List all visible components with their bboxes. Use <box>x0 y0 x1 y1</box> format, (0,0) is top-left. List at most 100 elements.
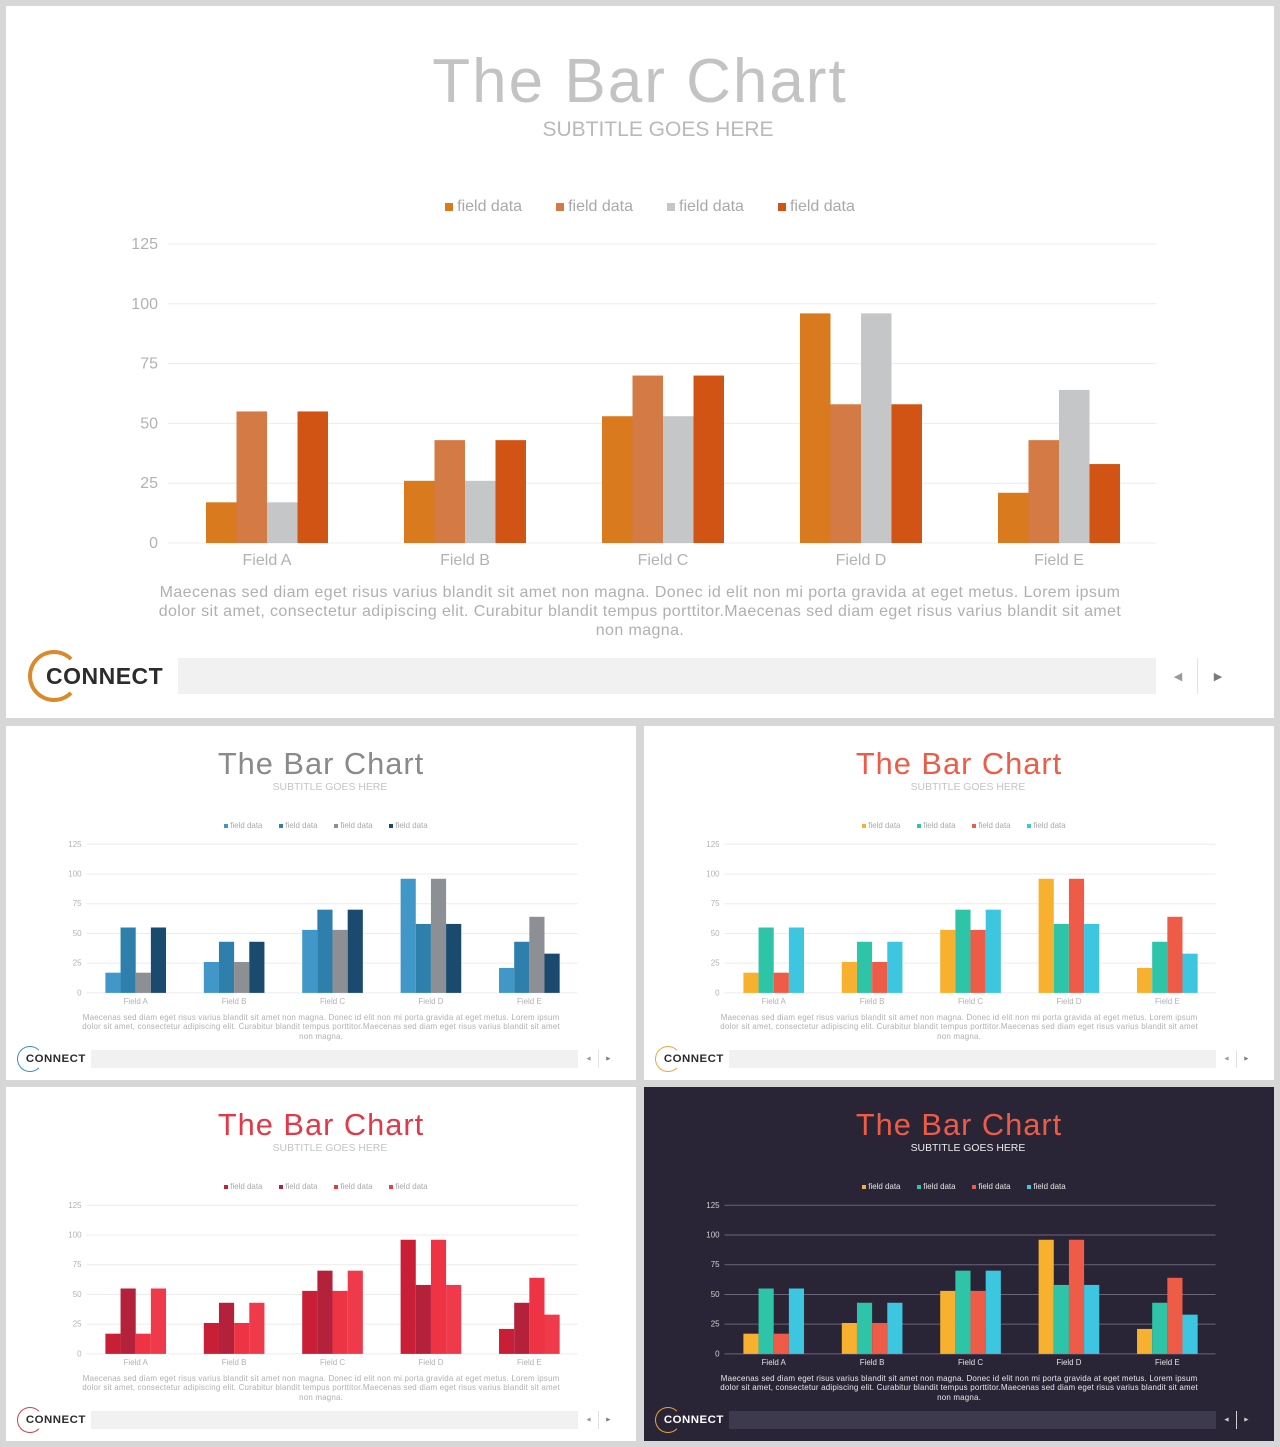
bar <box>544 953 560 993</box>
slide-subtitle: SUBTITLE GOES HERE <box>542 118 774 141</box>
y-tick-label: 50 <box>140 415 158 432</box>
bar <box>446 923 462 993</box>
footer-bar <box>729 1050 1216 1068</box>
y-tick-label: 0 <box>715 1349 720 1358</box>
prev-slide-button[interactable]: ◀ <box>586 1055 591 1062</box>
bar <box>1053 923 1069 993</box>
bar <box>1068 1239 1085 1354</box>
logo-text: CONNECT <box>25 1413 86 1426</box>
y-tick-label: 25 <box>140 475 158 492</box>
bar <box>1059 389 1090 543</box>
bar <box>544 1314 560 1354</box>
bar <box>120 1288 136 1354</box>
bar <box>891 404 922 543</box>
bar <box>841 1322 857 1354</box>
legend-swatch <box>917 823 922 828</box>
legend-swatch <box>777 203 786 211</box>
prev-slide-button[interactable]: ◀ <box>1224 1055 1229 1062</box>
bar <box>985 1270 1001 1354</box>
chart-legend: field data field data field data field data <box>6 198 1274 216</box>
bar <box>985 909 1001 993</box>
x-category-label: Field E <box>517 997 542 1006</box>
legend-item: field data <box>556 198 633 216</box>
bar <box>514 1302 530 1354</box>
bar <box>404 480 435 543</box>
bar <box>861 313 892 543</box>
chart-legend: field data field data field data field data <box>644 1182 1274 1191</box>
bar <box>249 1302 265 1354</box>
next-slide-button[interactable]: ▶ <box>1244 1055 1249 1062</box>
x-category-label: Field B <box>860 997 885 1006</box>
bar <box>940 929 956 993</box>
legend-swatch <box>279 1184 284 1189</box>
connect-logo: CONNECT <box>16 1407 86 1433</box>
bar <box>218 1302 235 1354</box>
slide-title: The Bar Chart <box>855 1106 1063 1142</box>
bar <box>150 927 167 993</box>
legend-label: field data <box>978 1182 1011 1192</box>
nav-separator <box>1235 1411 1237 1429</box>
slide-2[interactable]: The Bar Chart SUBTITLE GOES HERE field dat… <box>6 726 636 1080</box>
bar <box>856 941 873 993</box>
prev-slide-button[interactable]: ◀ <box>586 1416 591 1423</box>
slide-subtitle: SUBTITLE GOES HERE <box>910 1142 1026 1154</box>
bar <box>632 375 663 543</box>
logo-ring-icon <box>28 650 80 702</box>
legend-item: field data <box>445 198 522 216</box>
legend-item: field data <box>777 198 855 216</box>
legend-swatch <box>224 823 229 828</box>
slide-4[interactable]: The Bar Chart SUBTITLE GOES HERE field dat… <box>6 1087 636 1441</box>
bar <box>773 1333 789 1354</box>
bar <box>267 502 298 543</box>
bar <box>203 961 219 993</box>
prev-slide-button[interactable]: ◀ <box>1224 1416 1229 1423</box>
legend-label: field data <box>978 821 1011 831</box>
next-slide-button[interactable]: ▶ <box>1213 670 1223 683</box>
legend-item: field data <box>972 1182 1011 1192</box>
bar <box>218 941 235 993</box>
legend-swatch <box>917 1184 922 1189</box>
slide-1[interactable]: The Bar Chart SUBTITLE GOES HERE field dat… <box>6 6 1274 718</box>
y-tick-label: 25 <box>711 1320 720 1329</box>
bar <box>940 1290 956 1354</box>
bar <box>120 927 136 993</box>
legend-label: field data <box>395 1182 428 1192</box>
legend-label: field data <box>395 821 428 831</box>
bar <box>430 878 447 993</box>
slide-title: The Bar Chart <box>217 1106 425 1142</box>
x-category-label: Field D <box>1056 1358 1081 1367</box>
bar <box>1068 878 1085 993</box>
bar <box>234 961 250 993</box>
x-category-label: Field A <box>124 1358 149 1367</box>
next-slide-button[interactable]: ▶ <box>606 1055 611 1062</box>
footer-bar <box>91 1411 578 1429</box>
bar <box>430 1239 447 1354</box>
x-category-label: Field A <box>762 1358 787 1367</box>
slide-5[interactable]: The Bar Chart SUBTITLE GOES HERE field dat… <box>644 1087 1274 1441</box>
bar-chart: 0 25 50 75 100 125 Field A Field B Field C Field … <box>131 236 1156 569</box>
bar <box>1089 464 1120 543</box>
legend-swatch <box>389 1184 394 1189</box>
bar <box>872 961 888 993</box>
y-tick-label: 75 <box>711 1260 720 1269</box>
bar <box>663 416 694 543</box>
next-slide-button[interactable]: ▶ <box>1244 1416 1249 1423</box>
next-slide-button[interactable]: ▶ <box>606 1416 611 1423</box>
x-category-label: Field A <box>243 552 292 569</box>
legend-item: field data <box>1027 821 1066 830</box>
y-tick-label: 0 <box>715 988 720 997</box>
legend-swatch <box>445 203 454 211</box>
bar <box>1053 1284 1069 1354</box>
bar <box>135 1333 151 1354</box>
x-category-label: Field A <box>762 997 787 1006</box>
bar <box>317 909 333 993</box>
y-tick-label: 125 <box>131 236 158 253</box>
slide-3[interactable]: The Bar Chart SUBTITLE GOES HERE field dat… <box>644 726 1274 1080</box>
slide-subtitle: SUBTITLE GOES HERE <box>910 781 1026 793</box>
x-category-label: Field B <box>860 1358 885 1367</box>
bar <box>1084 1284 1100 1354</box>
footer-bar <box>91 1050 578 1068</box>
slide-subtitle: SUBTITLE GOES HERE <box>272 781 388 793</box>
prev-slide-button[interactable]: ◀ <box>1173 670 1183 683</box>
x-category-label: Field B <box>222 997 247 1006</box>
